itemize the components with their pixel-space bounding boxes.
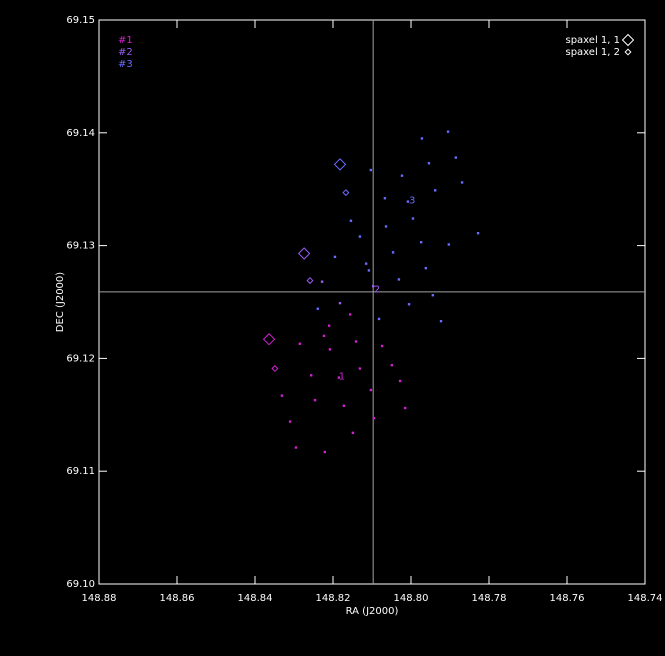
- data-point: [342, 404, 346, 407]
- data-point: [369, 388, 373, 392]
- data-point: [403, 406, 407, 410]
- data-point: [446, 130, 450, 133]
- data-point: [447, 243, 451, 246]
- data-point: [309, 374, 313, 377]
- data-point: [323, 450, 327, 454]
- data-point: [364, 262, 368, 265]
- data-point: [367, 269, 371, 272]
- data-point: [398, 379, 402, 383]
- x-tick-label: 148.86: [160, 593, 195, 604]
- data-point: [390, 363, 394, 367]
- data-point: [349, 219, 353, 222]
- spaxel-marker: [342, 189, 350, 197]
- data-point: [322, 334, 326, 338]
- data-point: [406, 200, 410, 203]
- marker-legend-symbol: [624, 48, 632, 56]
- data-point: [369, 168, 373, 172]
- spaxel-marker: [306, 277, 314, 285]
- spaxel-marker: [297, 247, 311, 260]
- data-point: [454, 156, 458, 159]
- data-point: [358, 235, 362, 238]
- y-tick-label: 69.10: [66, 579, 95, 590]
- x-axis-label: RA (J2000): [346, 606, 399, 617]
- data-point: [411, 217, 415, 220]
- x-tick-label: 148.88: [82, 593, 117, 604]
- x-tick-label: 148.76: [550, 593, 585, 604]
- data-point: [288, 420, 292, 423]
- spaxel-marker: [271, 365, 279, 373]
- spaxel-marker: [262, 333, 276, 346]
- data-point: [431, 294, 435, 297]
- spaxel-marker: [333, 158, 347, 171]
- x-tick-label: 148.84: [238, 593, 273, 604]
- data-point: [400, 174, 404, 177]
- data-point: [419, 241, 423, 244]
- data-point: [424, 266, 428, 270]
- data-point: [407, 303, 411, 306]
- data-point: [427, 162, 431, 165]
- y-tick-label: 69.14: [66, 128, 95, 139]
- cluster-label: 3: [409, 195, 415, 206]
- data-point: [383, 197, 387, 200]
- data-point: [328, 348, 332, 351]
- data-point: [316, 307, 319, 310]
- marker-legend-entry: spaxel 1, 2: [566, 47, 621, 58]
- y-tick-label: 69.15: [66, 15, 95, 26]
- legend-entry: #3: [118, 59, 133, 70]
- data-point: [371, 285, 375, 288]
- y-axis-label: DEC (J2000): [55, 272, 66, 332]
- data-point: [372, 416, 376, 420]
- data-point: [320, 280, 324, 283]
- data-point: [333, 255, 337, 259]
- x-tick-label: 148.78: [472, 593, 507, 604]
- data-point: [294, 446, 298, 449]
- data-point: [280, 394, 284, 397]
- data-point: [358, 367, 362, 370]
- data-point: [298, 342, 302, 345]
- y-tick-label: 69.13: [66, 241, 95, 252]
- data-point: [384, 225, 388, 228]
- x-tick-label: 148.74: [628, 593, 663, 604]
- data-point: [397, 278, 401, 281]
- x-tick-label: 148.82: [316, 593, 351, 604]
- y-tick-label: 69.12: [66, 353, 95, 364]
- data-point: [439, 319, 443, 323]
- data-point: [348, 313, 352, 316]
- marker-legend-symbol: [621, 33, 635, 47]
- data-point: [420, 137, 424, 140]
- data-point: [391, 251, 395, 254]
- marker-legend-entry: spaxel 1, 1: [566, 35, 621, 46]
- cluster-label: 1: [339, 371, 345, 382]
- data-point: [354, 340, 358, 343]
- data-point: [380, 344, 384, 348]
- x-tick-label: 148.80: [394, 593, 429, 604]
- data-point: [338, 301, 342, 305]
- data-point: [351, 431, 355, 435]
- data-point: [377, 317, 381, 321]
- data-point: [337, 376, 341, 379]
- plot-frame: [98, 19, 646, 585]
- data-point: [460, 181, 464, 184]
- cluster-label: 2: [374, 285, 380, 296]
- data-point: [476, 231, 480, 235]
- legend-entry: #2: [118, 47, 133, 58]
- data-point: [313, 398, 317, 402]
- data-point: [327, 324, 331, 327]
- y-tick-label: 69.11: [66, 466, 95, 477]
- legend-entry: #1: [118, 35, 133, 46]
- data-point: [433, 189, 437, 192]
